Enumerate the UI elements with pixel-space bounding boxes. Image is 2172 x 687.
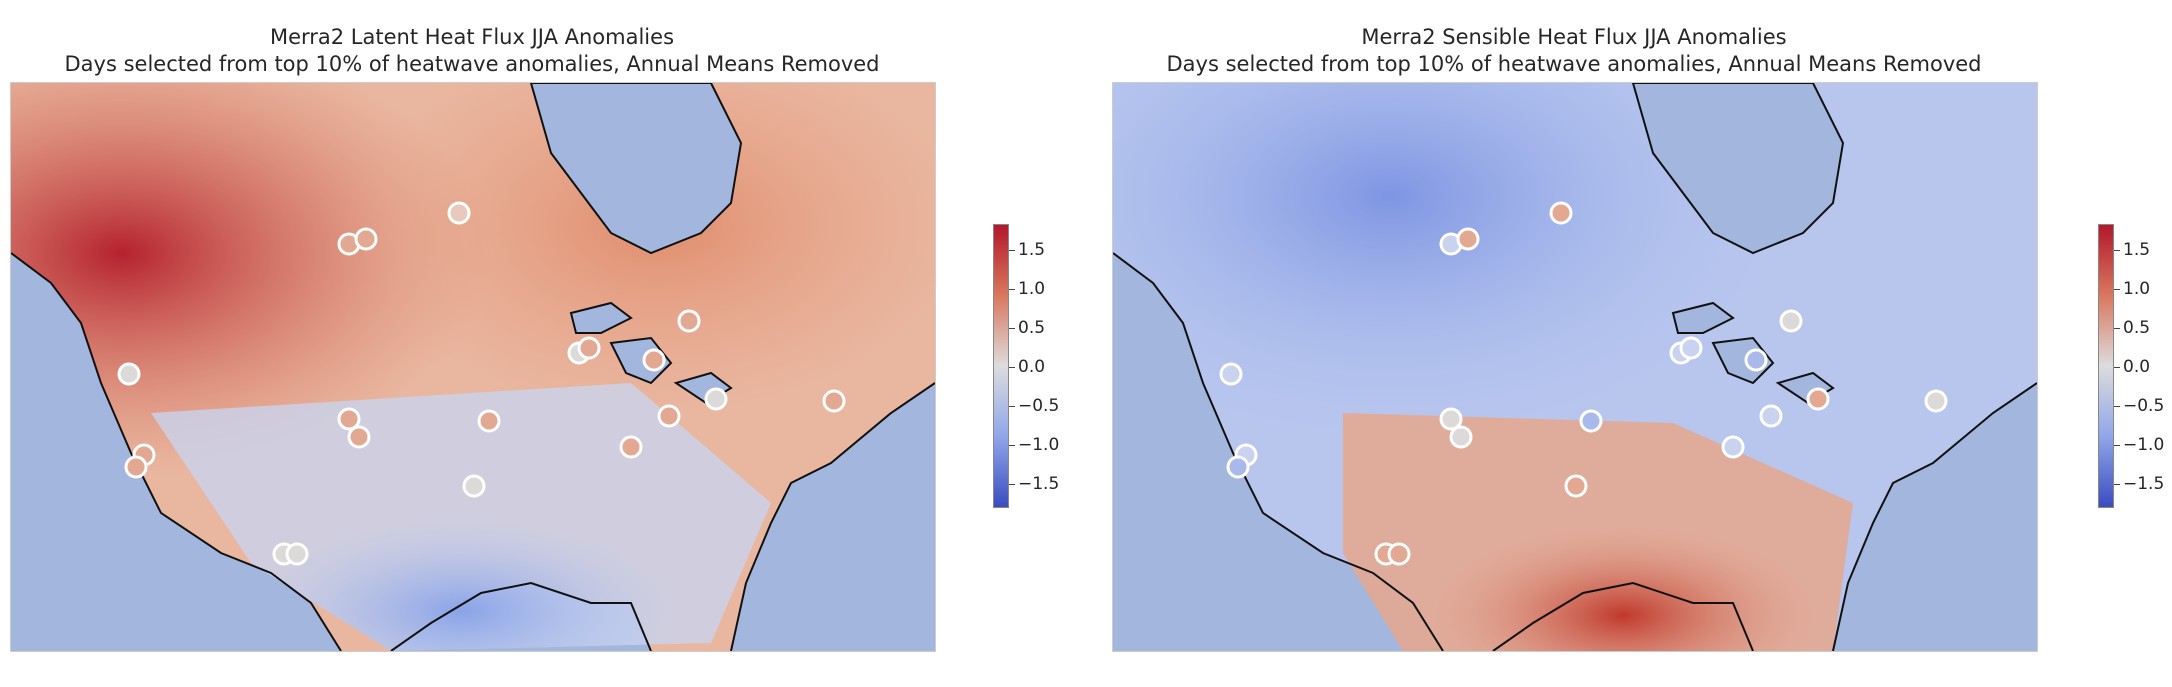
colorbar-tick-mark [1009, 406, 1015, 407]
colorbar-tick-mark [1009, 250, 1015, 251]
colorbar-tick-mark [2114, 250, 2120, 251]
colorbar-tick-mark [2114, 367, 2120, 368]
colorbar-tick-mark [1009, 367, 1015, 368]
colorbar-tick-label: −0.5 [2123, 396, 2165, 416]
colorbar-tick-mark [1009, 484, 1015, 485]
latent-colorbar [993, 224, 1009, 508]
latent-title-line1: Merra2 Latent Heat Flux JJA Anomalies [269, 25, 675, 49]
colorbar-tick-label: −1.5 [2123, 474, 2165, 494]
latent-station-markers [117, 201, 846, 566]
colorbar-tick-label: 0.0 [1018, 357, 1046, 377]
colorbar-tick-label: −1.0 [1018, 435, 1060, 455]
latent-heat-map-svg [11, 83, 935, 651]
colorbar-tick-mark [1009, 445, 1015, 446]
colorbar-tick-label: −0.5 [1018, 396, 1060, 416]
latent-heat-panel: Merra2 Latent Heat Flux JJA Anomalies Da… [10, 25, 1060, 652]
sensible-heat-panel: Merra2 Sensible Heat Flux JJA Anomalies … [1086, 0, 2172, 687]
colorbar-tick-label: 1.0 [2123, 279, 2151, 299]
latent-hudson-bay [529, 83, 743, 255]
colorbar-tick-label: 0.5 [1018, 318, 1046, 338]
sensible-colorbar [2098, 224, 2114, 508]
colorbar-tick-mark [2114, 445, 2120, 446]
colorbar-tick-label: −1.5 [1018, 474, 1060, 494]
colorbar-tick-mark [2114, 289, 2120, 290]
latent-heat-map [10, 82, 936, 652]
colorbar-tick-label: 0.5 [2123, 318, 2151, 338]
colorbar-tick-mark [1009, 328, 1015, 329]
colorbar-tick-label: 1.0 [1018, 279, 1046, 299]
colorbar-tick-mark [2114, 406, 2120, 407]
sensible-title-line2: Days selected from top 10% of heatwave a… [1166, 52, 1982, 76]
latent-title-line2: Days selected from top 10% of heatwave a… [64, 52, 880, 76]
colorbar-tick-mark [1009, 289, 1015, 290]
colorbar-tick-label: 1.5 [2123, 240, 2151, 260]
sensible-heat-map-svg [1113, 83, 2037, 651]
colorbar-tick-label: −1.0 [2123, 435, 2165, 455]
sensible-title-line1: Merra2 Sensible Heat Flux JJA Anomalies [1361, 25, 1787, 49]
colorbar-tick-label: 1.5 [1018, 240, 1046, 260]
colorbar-tick-mark [2114, 328, 2120, 329]
sensible-heat-map [1112, 82, 2038, 652]
colorbar-tick-mark [2114, 484, 2120, 485]
colorbar-tick-label: 0.0 [2123, 357, 2151, 377]
sensible-station-markers [1219, 201, 1948, 566]
